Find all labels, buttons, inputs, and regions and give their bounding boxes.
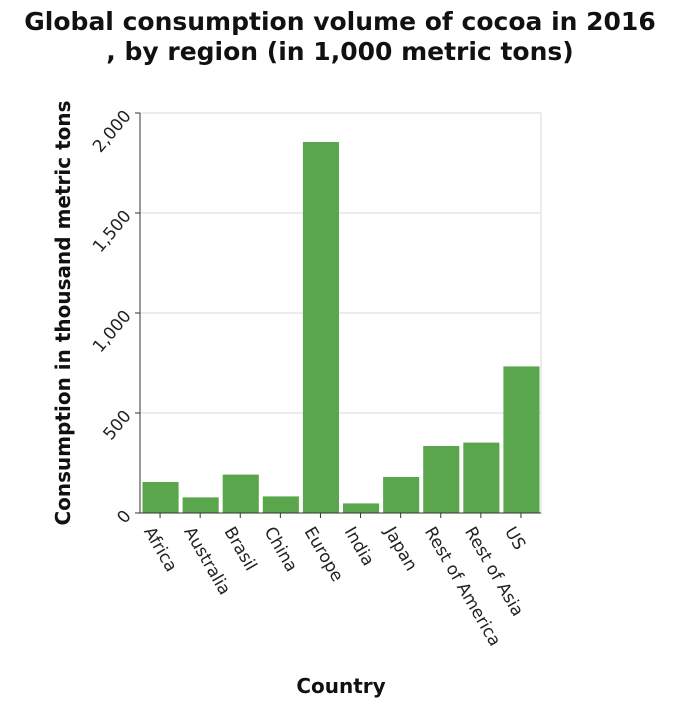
- x-tick-label: Africa: [139, 524, 181, 576]
- y-tick-label: 0: [113, 507, 135, 528]
- x-axis-title: Country: [296, 674, 385, 698]
- bar-us: [503, 366, 540, 513]
- bar-rest-of-asia: [463, 442, 500, 513]
- chart-title-line-2: , by region (in 1,000 metric tons): [106, 37, 573, 66]
- bar-china: [262, 496, 299, 513]
- x-tick-label: US: [500, 524, 529, 554]
- bars: [142, 142, 540, 513]
- bar-india: [343, 503, 380, 513]
- bar-brasil: [222, 474, 259, 513]
- bar-japan: [383, 477, 420, 513]
- grid-lines: [140, 112, 541, 414]
- y-tick-label: 2,000: [89, 107, 136, 157]
- y-tick-label: 500: [99, 407, 135, 445]
- y-tick-label: 1,000: [89, 307, 136, 357]
- chart-title-line-1: Global consumption volume of cocoa in 20…: [24, 7, 655, 36]
- bar-africa: [142, 482, 179, 513]
- x-tick-label: Japan: [379, 523, 421, 575]
- x-tick-label: China: [260, 524, 302, 576]
- bar-rest-of-america: [423, 446, 460, 513]
- y-axis-title: Consumption in thousand metric tons: [51, 100, 75, 525]
- bar-australia: [182, 497, 219, 513]
- y-tick-labels: 0 500 1,000 1,500 2,000: [89, 107, 140, 528]
- x-tick-label: India: [340, 524, 378, 570]
- bar-europe: [302, 142, 339, 513]
- x-tick-label: Brasil: [220, 524, 261, 575]
- y-tick-label: 1,500: [89, 207, 136, 257]
